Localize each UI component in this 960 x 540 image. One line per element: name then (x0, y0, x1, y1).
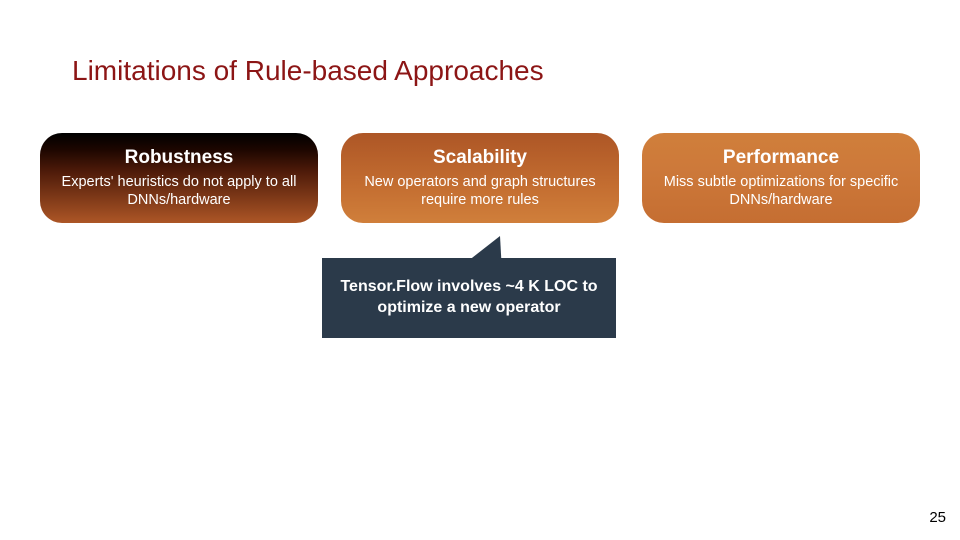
slide-title: Limitations of Rule-based Approaches (72, 55, 544, 87)
card-scalability: Scalability New operators and graph stru… (341, 133, 619, 223)
card-body: Miss subtle optimizations for specific D… (656, 173, 906, 209)
card-heading: Performance (656, 147, 906, 169)
callout-container: Tensor.Flow involves ~4 K LOC to optimiz… (322, 258, 616, 358)
card-heading: Robustness (54, 147, 304, 169)
page-number: 25 (929, 509, 946, 526)
card-performance: Performance Miss subtle optimizations fo… (642, 133, 920, 223)
callout-box: Tensor.Flow involves ~4 K LOC to optimiz… (322, 258, 616, 338)
card-body: New operators and graph structures requi… (355, 173, 605, 209)
card-body: Experts' heuristics do not apply to all … (54, 173, 304, 209)
slide: Limitations of Rule-based Approaches Rob… (0, 0, 960, 540)
cards-row: Robustness Experts' heuristics do not ap… (40, 133, 920, 223)
card-robustness: Robustness Experts' heuristics do not ap… (40, 133, 318, 223)
callout-text: Tensor.Flow involves ~4 K LOC to optimiz… (340, 277, 598, 319)
card-heading: Scalability (355, 147, 605, 169)
